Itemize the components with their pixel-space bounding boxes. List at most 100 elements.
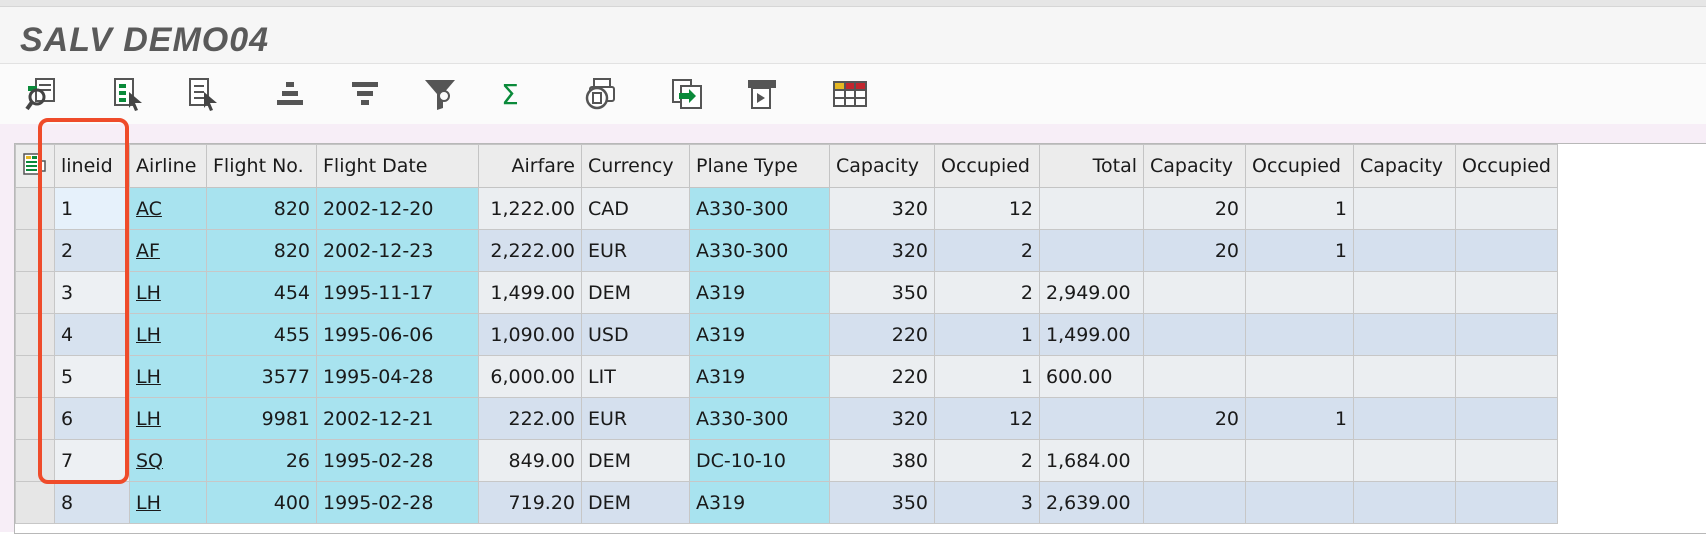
cell-airline[interactable]: LH <box>129 313 207 356</box>
cell-occupied-2[interactable]: 1 <box>1245 187 1354 230</box>
column-header-airline[interactable]: Airline <box>129 144 207 188</box>
cell-plane-type[interactable]: A319 <box>689 481 830 524</box>
cell-occupied-2[interactable] <box>1245 313 1354 356</box>
cell-airline[interactable]: SQ <box>129 439 207 482</box>
cell-lineid[interactable]: 1 <box>54 187 130 230</box>
table-row[interactable]: 5 LH 3577 1995-04-28 6,000.00 LIT A319 220 1 600.… <box>15 355 1558 398</box>
column-header-occupied[interactable]: Occupied <box>934 144 1040 188</box>
cell-capacity-3[interactable] <box>1353 271 1456 314</box>
cell-airfare[interactable]: 849.00 <box>478 439 582 482</box>
cell-currency[interactable]: LIT <box>581 355 690 398</box>
row-selector[interactable] <box>15 229 55 272</box>
cell-occupied[interactable]: 1 <box>934 355 1040 398</box>
cell-occupied-3[interactable] <box>1455 313 1558 356</box>
cell-capacity-3[interactable] <box>1353 439 1456 482</box>
cell-flight-date[interactable]: 1995-11-17 <box>316 271 479 314</box>
cell-flight-date[interactable]: 2002-12-20 <box>316 187 479 230</box>
cell-plane-type[interactable]: A319 <box>689 355 830 398</box>
column-header-flight-date[interactable]: Flight Date <box>316 144 479 188</box>
cell-occupied-2[interactable] <box>1245 439 1354 482</box>
cell-airline[interactable]: LH <box>129 355 207 398</box>
cell-airline[interactable]: AC <box>129 187 207 230</box>
cell-capacity[interactable]: 320 <box>829 229 935 272</box>
cell-total[interactable]: 2,639.00 <box>1039 481 1144 524</box>
airline-link[interactable]: AC <box>136 197 162 220</box>
cell-airline[interactable]: LH <box>129 397 207 440</box>
cell-currency[interactable]: DEM <box>581 439 690 482</box>
column-header-total[interactable]: Total <box>1039 144 1144 188</box>
airline-link[interactable]: LH <box>136 491 161 514</box>
cell-airline[interactable]: LH <box>129 271 207 314</box>
cell-capacity[interactable]: 320 <box>829 187 935 230</box>
row-selector[interactable] <box>15 313 55 356</box>
cell-capacity-2[interactable] <box>1143 481 1246 524</box>
cell-flight-date[interactable]: 2002-12-23 <box>316 229 479 272</box>
cell-occupied-3[interactable] <box>1455 271 1558 314</box>
cell-occupied[interactable]: 12 <box>934 187 1040 230</box>
cell-plane-type[interactable]: A330-300 <box>689 229 830 272</box>
cell-capacity-3[interactable] <box>1353 313 1456 356</box>
cell-plane-type[interactable]: A319 <box>689 271 830 314</box>
cell-capacity-2[interactable] <box>1143 355 1246 398</box>
cell-currency[interactable]: EUR <box>581 397 690 440</box>
select-all-button[interactable] <box>105 72 149 116</box>
column-header-capacity[interactable]: Capacity <box>829 144 935 188</box>
cell-flight-no[interactable]: 454 <box>206 271 317 314</box>
cell-flight-no[interactable]: 9981 <box>206 397 317 440</box>
cell-capacity[interactable]: 220 <box>829 313 935 356</box>
cell-occupied-2[interactable] <box>1245 481 1354 524</box>
row-selector[interactable] <box>15 481 55 524</box>
cell-capacity-3[interactable] <box>1353 397 1456 440</box>
cell-lineid[interactable]: 8 <box>54 481 130 524</box>
cell-airfare[interactable]: 2,222.00 <box>478 229 582 272</box>
cell-airfare[interactable]: 6,000.00 <box>478 355 582 398</box>
column-header-airfare[interactable]: Airfare <box>478 144 582 188</box>
deselect-all-button[interactable] <box>180 72 224 116</box>
table-row[interactable]: 3 LH 454 1995-11-17 1,499.00 DEM A319 350 2 2,949… <box>15 271 1558 314</box>
column-header-occupied-3[interactable]: Occupied <box>1455 144 1558 188</box>
cell-capacity-3[interactable] <box>1353 187 1456 230</box>
cell-occupied-3[interactable] <box>1455 355 1558 398</box>
cell-airline[interactable]: LH <box>129 481 207 524</box>
print-preview-button[interactable] <box>578 72 622 116</box>
cell-flight-no[interactable]: 820 <box>206 187 317 230</box>
airline-link[interactable]: LH <box>136 323 161 346</box>
cell-occupied-3[interactable] <box>1455 481 1558 524</box>
cell-occupied[interactable]: 2 <box>934 271 1040 314</box>
column-header-capacity-3[interactable]: Capacity <box>1353 144 1456 188</box>
cell-capacity[interactable]: 320 <box>829 397 935 440</box>
airline-link[interactable]: LH <box>136 281 161 304</box>
cell-occupied-2[interactable] <box>1245 271 1354 314</box>
cell-flight-date[interactable]: 1995-02-28 <box>316 481 479 524</box>
cell-flight-no[interactable]: 26 <box>206 439 317 482</box>
sort-ascending-button[interactable] <box>268 72 312 116</box>
cell-plane-type[interactable]: A319 <box>689 313 830 356</box>
cell-total[interactable] <box>1039 187 1144 230</box>
cell-occupied-3[interactable] <box>1455 397 1558 440</box>
select-all-cell[interactable] <box>15 144 55 188</box>
cell-airfare[interactable]: 719.20 <box>478 481 582 524</box>
table-row[interactable]: 7 SQ 26 1995-02-28 849.00 DEM DC-10-10 380 2 1,68… <box>15 439 1558 482</box>
cell-occupied-2[interactable]: 1 <box>1245 397 1354 440</box>
cell-total[interactable]: 1,499.00 <box>1039 313 1144 356</box>
total-button[interactable]: Σ <box>488 72 532 116</box>
cell-capacity[interactable]: 380 <box>829 439 935 482</box>
sort-descending-button[interactable] <box>343 72 387 116</box>
airline-link[interactable]: AF <box>136 239 160 262</box>
airline-link[interactable]: LH <box>136 407 161 430</box>
cell-plane-type[interactable]: DC-10-10 <box>689 439 830 482</box>
column-header-flight-no[interactable]: Flight No. <box>206 144 317 188</box>
cell-total[interactable]: 600.00 <box>1039 355 1144 398</box>
cell-lineid[interactable]: 6 <box>54 397 130 440</box>
cell-total[interactable]: 1,684.00 <box>1039 439 1144 482</box>
table-row[interactable]: 4 LH 455 1995-06-06 1,090.00 USD A319 220 1 1,499… <box>15 313 1558 356</box>
cell-currency[interactable]: DEM <box>581 271 690 314</box>
table-row[interactable]: 1 AC 820 2002-12-20 1,222.00 CAD A330-300 320 12… <box>15 187 1558 230</box>
views-button[interactable] <box>740 72 784 116</box>
cell-flight-no[interactable]: 820 <box>206 229 317 272</box>
details-button[interactable] <box>20 72 64 116</box>
cell-capacity-3[interactable] <box>1353 355 1456 398</box>
cell-capacity-2[interactable] <box>1143 439 1246 482</box>
airline-link[interactable]: LH <box>136 365 161 388</box>
row-selector[interactable] <box>15 271 55 314</box>
